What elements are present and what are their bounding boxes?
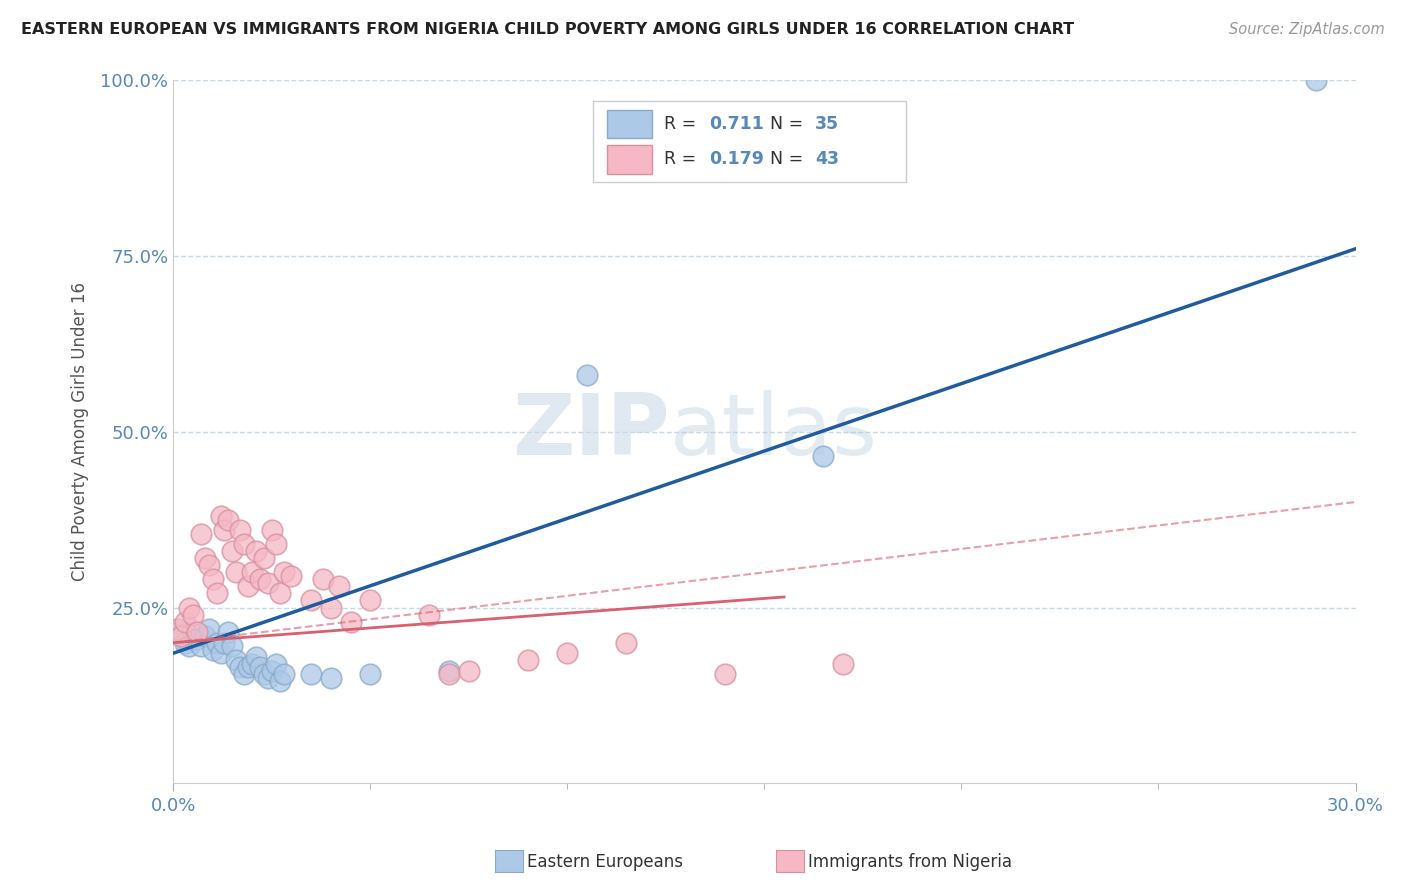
Point <box>186 625 208 640</box>
Point <box>240 657 263 671</box>
Point <box>229 523 252 537</box>
Point <box>205 586 228 600</box>
Point <box>186 632 208 647</box>
Text: 43: 43 <box>815 151 839 169</box>
Point <box>253 667 276 681</box>
Point <box>555 646 578 660</box>
Point <box>273 667 295 681</box>
Point <box>299 593 322 607</box>
Bar <box>607 145 652 174</box>
Text: 0.179: 0.179 <box>709 151 763 169</box>
Point <box>217 625 239 640</box>
Point <box>328 579 350 593</box>
Point <box>181 607 204 622</box>
Point <box>214 636 236 650</box>
Text: Source: ZipAtlas.com: Source: ZipAtlas.com <box>1229 22 1385 37</box>
Point <box>201 642 224 657</box>
Text: N =: N = <box>770 115 808 133</box>
Point <box>457 664 479 678</box>
Point <box>256 575 278 590</box>
Point <box>714 667 737 681</box>
Point <box>1305 73 1327 87</box>
Point <box>225 653 247 667</box>
Point <box>194 629 217 643</box>
Point <box>197 558 219 573</box>
Point <box>190 639 212 653</box>
Point <box>256 671 278 685</box>
Point <box>209 509 232 524</box>
Point <box>319 671 342 685</box>
Point <box>245 544 267 558</box>
Point <box>201 573 224 587</box>
Point <box>339 615 361 629</box>
Text: 0.711: 0.711 <box>709 115 763 133</box>
Point <box>194 551 217 566</box>
Point <box>214 523 236 537</box>
Point <box>516 653 538 667</box>
Point <box>177 600 200 615</box>
Text: ZIP: ZIP <box>512 390 669 473</box>
Point <box>359 593 381 607</box>
Text: Eastern Europeans: Eastern Europeans <box>527 853 683 871</box>
Point <box>236 660 259 674</box>
Point <box>260 664 283 678</box>
Point <box>269 674 291 689</box>
FancyBboxPatch shape <box>593 101 907 182</box>
Point <box>190 526 212 541</box>
Point <box>209 646 232 660</box>
Point <box>264 537 287 551</box>
Point <box>576 368 599 383</box>
Point <box>280 569 302 583</box>
Text: N =: N = <box>770 151 808 169</box>
Point <box>233 537 256 551</box>
Point <box>225 566 247 580</box>
Point <box>245 649 267 664</box>
Point <box>181 625 204 640</box>
Point <box>221 639 243 653</box>
Point <box>217 513 239 527</box>
Point <box>264 657 287 671</box>
Point <box>166 625 188 640</box>
Point <box>197 622 219 636</box>
Point <box>170 629 193 643</box>
Point <box>249 660 271 674</box>
Point <box>299 667 322 681</box>
Text: R =: R = <box>664 115 702 133</box>
Point <box>205 636 228 650</box>
Point <box>312 573 335 587</box>
Point <box>229 660 252 674</box>
Point <box>437 667 460 681</box>
Point <box>240 566 263 580</box>
Point <box>177 639 200 653</box>
Text: atlas: atlas <box>669 390 877 473</box>
Y-axis label: Child Poverty Among Girls Under 16: Child Poverty Among Girls Under 16 <box>72 282 89 582</box>
Point <box>616 636 638 650</box>
Point <box>253 551 276 566</box>
Point <box>170 629 193 643</box>
Point <box>319 600 342 615</box>
Point <box>260 523 283 537</box>
Point <box>418 607 440 622</box>
Point <box>221 544 243 558</box>
Point <box>249 573 271 587</box>
Point <box>269 586 291 600</box>
Point <box>273 566 295 580</box>
Text: EASTERN EUROPEAN VS IMMIGRANTS FROM NIGERIA CHILD POVERTY AMONG GIRLS UNDER 16 C: EASTERN EUROPEAN VS IMMIGRANTS FROM NIGE… <box>21 22 1074 37</box>
Point <box>174 636 197 650</box>
Text: R =: R = <box>664 151 702 169</box>
Point <box>236 579 259 593</box>
Point <box>437 664 460 678</box>
Point <box>832 657 855 671</box>
Text: Immigrants from Nigeria: Immigrants from Nigeria <box>808 853 1012 871</box>
Bar <box>607 111 652 138</box>
Point <box>166 622 188 636</box>
Point <box>233 667 256 681</box>
Point <box>174 615 197 629</box>
Point <box>359 667 381 681</box>
Point <box>813 450 835 464</box>
Text: 35: 35 <box>815 115 839 133</box>
